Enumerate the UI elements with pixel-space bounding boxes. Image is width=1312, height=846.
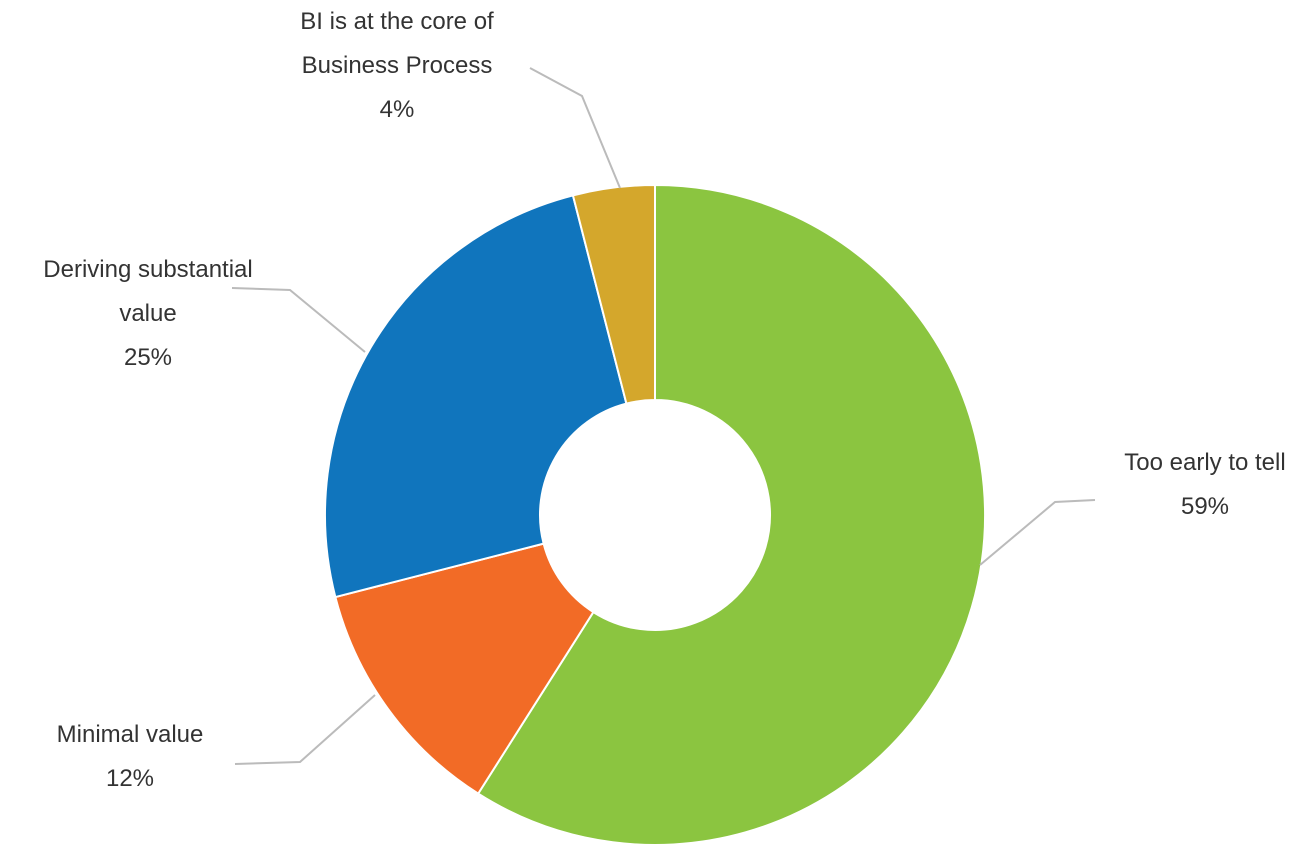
category-label: Too early to tell bbox=[1124, 449, 1286, 476]
leader-line bbox=[231, 287, 366, 353]
value-label: 12% bbox=[105, 765, 155, 792]
slice bbox=[571, 183, 656, 405]
category-label: Deriving substantial value bbox=[43, 256, 253, 327]
value-label: 4% bbox=[379, 96, 415, 123]
leader-line bbox=[529, 67, 621, 189]
leader-line bbox=[979, 499, 1096, 566]
value-label: 59% bbox=[1180, 493, 1230, 520]
data-label: Minimal value 12% bbox=[20, 713, 240, 801]
data-label: BI is at the core of Business Process 4% bbox=[270, 0, 525, 132]
value-label: 25% bbox=[123, 344, 173, 371]
data-label: Deriving substantial value 25% bbox=[41, 248, 256, 380]
leader-line bbox=[234, 694, 376, 765]
slice bbox=[324, 194, 628, 599]
slice bbox=[476, 183, 986, 846]
category-label: Minimal value bbox=[56, 721, 204, 748]
category-label: BI is at the core of Business Process bbox=[300, 8, 494, 79]
slice bbox=[334, 542, 595, 796]
data-label: Too early to tell 59% bbox=[1075, 441, 1312, 529]
